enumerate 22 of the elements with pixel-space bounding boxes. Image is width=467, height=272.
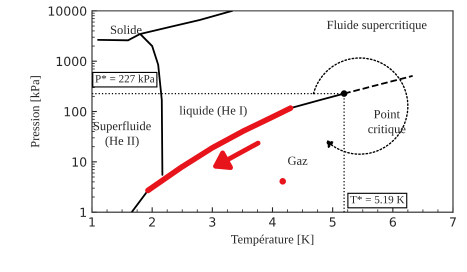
y-tick-label: 10000 [48, 6, 86, 16]
y-tick-label: 10 [72, 157, 86, 167]
annotation: Solide [110, 25, 142, 34]
y-tick-label: 100 [64, 106, 86, 116]
x-tick-label: 2 [149, 217, 155, 227]
ref-line-label: T* = 5.19 K [350, 196, 404, 204]
y-axis-title: Pression [kPa] [30, 76, 41, 148]
annotation: liquide (He I) [179, 106, 247, 118]
x-tick-label: 6 [390, 217, 396, 227]
annotation: Gaz [288, 156, 308, 165]
x-tick-label: 1 [89, 217, 95, 227]
ref-line-label: P* = 227 kPa [95, 74, 155, 82]
annotation: Superfluide (He II) [94, 121, 151, 148]
y-tick-label: 1 [80, 208, 86, 217]
x-tick-label: 7 [450, 217, 456, 227]
annotation: Point critique [368, 110, 406, 136]
x-tick-label: 4 [269, 217, 276, 227]
y-tick-label: 1000 [56, 56, 86, 66]
x-tick-label: 5 [330, 217, 336, 227]
annotation: Fluide supercritique [327, 20, 427, 32]
x-tick-label: 3 [209, 217, 216, 227]
x-axis-title: Température [K] [230, 234, 314, 246]
